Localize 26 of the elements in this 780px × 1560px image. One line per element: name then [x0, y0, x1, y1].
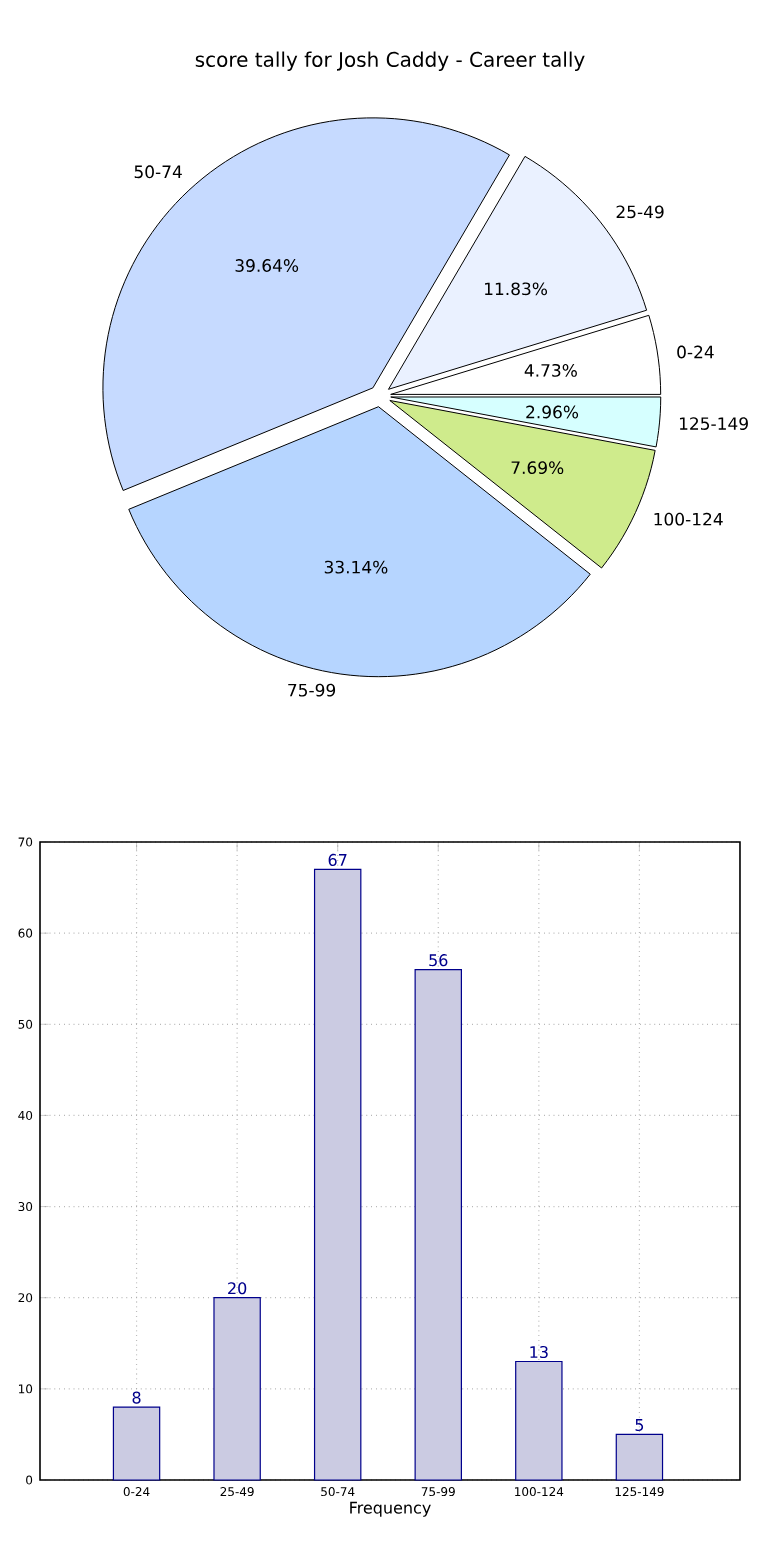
data-label: 11.83%	[485, 282, 548, 296]
data-label: 8	[132, 1391, 141, 1404]
data-label: 20	[228, 1282, 247, 1295]
data-label: 13	[530, 1345, 548, 1359]
slice-label: 100-124	[654, 512, 723, 526]
slice-label: 125-149	[679, 417, 748, 431]
x-axis-title: Frequency	[350, 1501, 431, 1517]
data-label: 67	[328, 853, 347, 866]
data-label: 2.96%	[526, 405, 579, 419]
chart-title: score tally for Josh Caddy - Career tally	[195, 51, 585, 71]
bar	[213, 1297, 261, 1481]
bar	[313, 868, 362, 1481]
data-label: 7.69%	[511, 461, 564, 475]
slice-label: 50-74	[134, 165, 182, 179]
data-label: 4.73%	[524, 363, 577, 377]
bar	[615, 1433, 664, 1481]
data-label: 39.64%	[235, 259, 299, 272]
data-label: 56	[429, 954, 448, 967]
slice-label: 25-49	[616, 205, 664, 219]
bar	[414, 969, 462, 1481]
slice-label: 75-99	[288, 683, 336, 697]
bar	[515, 1360, 563, 1481]
slice-label: 0-24	[677, 345, 714, 359]
bar	[112, 1406, 161, 1481]
data-label: 33.14%	[324, 560, 388, 574]
data-label: 5	[635, 1419, 644, 1431]
